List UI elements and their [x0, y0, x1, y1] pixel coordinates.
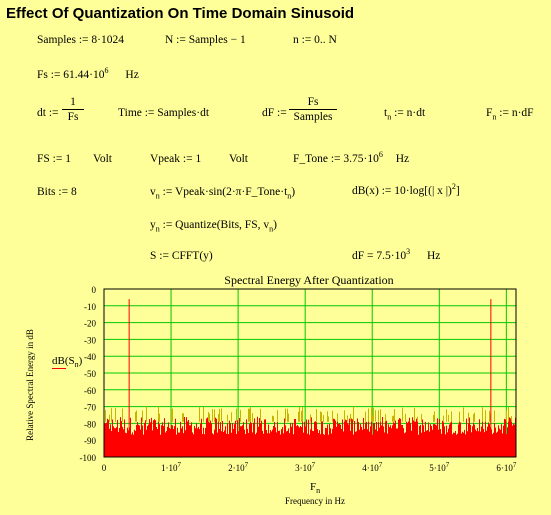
dt-numerator: 1 [70, 96, 76, 108]
y-tick-label: -10 [84, 302, 96, 312]
yn-close: ) [273, 219, 277, 231]
N-definition[interactable]: N := Samples − 1 [165, 34, 246, 46]
y-axis-label: Relative Spectral Energy in dB [25, 329, 35, 441]
S-definition[interactable]: S := CFFT(y) [150, 250, 213, 262]
chart-title: Spectral Energy After Quantization [224, 273, 393, 287]
yn-var: y [150, 219, 156, 231]
x-tick-label: 0 [102, 463, 107, 473]
ftone-unit: Hz [395, 152, 410, 165]
x-axis-label: Frequency in Hz [285, 496, 345, 506]
Fn-var: F [486, 107, 493, 119]
spectral-energy-chart[interactable]: Spectral Energy After Quantization 0 -10 -… [0, 268, 551, 510]
noise-spurs [105, 406, 512, 422]
y-tick-label: 0 [92, 285, 97, 295]
x-tick-label: 4·107 [362, 461, 383, 473]
dt-denominator: Fs [67, 111, 79, 123]
FS-unit: Volt [93, 153, 112, 165]
plot-frame [103, 288, 517, 458]
ftone-expression: F_Tone := 3.75·10 [293, 152, 379, 165]
vn-close: ) [291, 186, 296, 198]
page-title: Effect Of Quantization On Time Domain Si… [6, 5, 355, 22]
yn-rhs: := Quantize(Bits, FS, v [162, 219, 270, 231]
y-tick-label: -100 [80, 453, 97, 463]
y-tick-label: -70 [84, 403, 96, 413]
ftone-definition[interactable]: F_Tone := 3.75·106 Hz [293, 150, 409, 165]
y-tick-label: -60 [84, 386, 96, 396]
x-axis-var-subscript: n [316, 486, 320, 495]
y-tick-label: -40 [84, 352, 96, 362]
tn-subscript: n [387, 112, 392, 122]
y-tick-label: -90 [84, 436, 96, 446]
dF-lhs: dF := [262, 107, 287, 119]
bits-definition[interactable]: Bits := 8 [37, 186, 77, 198]
x-tick-label: 1·107 [161, 461, 182, 473]
dt-lhs: dt := [37, 107, 59, 119]
dF-numerator: Fs [307, 96, 319, 108]
fs-definition[interactable]: Fs := 61.44·106 Hz [37, 66, 139, 81]
Fn-subscript: n [492, 112, 497, 122]
x-tick-label: 2·107 [228, 461, 249, 473]
dF-denominator: Samples [293, 111, 333, 123]
n-range-definition[interactable]: n := 0.. N [293, 34, 337, 46]
vn-definition[interactable]: vn := Vpeak·sin(2·π·F_Tone·tn) [150, 186, 295, 200]
tn-definition[interactable]: tn := n·dt [384, 107, 425, 121]
dB-exponent: 2 [451, 182, 456, 191]
dF-result-exponent: 3 [406, 247, 411, 256]
y-tick-label: -50 [84, 369, 96, 379]
tn-rhs: := n·dt [394, 107, 426, 119]
dt-fraction[interactable]: 1 Fs [62, 96, 84, 123]
yn-definition[interactable]: yn := Quantize(Bits, FS, vn) [150, 219, 277, 233]
time-definition[interactable]: Time := Samples·dt [118, 107, 210, 119]
dB-definition[interactable]: dB(x) := 10·log[(| x |)2] [352, 182, 460, 197]
ftone-exponent: 6 [378, 150, 383, 159]
legend-line [52, 368, 66, 369]
dF-result-unit: Hz [426, 249, 441, 262]
x-axis-var-name: F [310, 481, 316, 493]
y-tick-label: -80 [84, 419, 96, 429]
dB-expression: dB(x) := 10·log[(| x |) [352, 184, 452, 197]
y-tick-labels: 0 -10 -20 -30 -40 -50 -60 -70 -80 -90 -100 [80, 285, 97, 463]
dF-result-value: dF = 7.5·10 [352, 249, 407, 262]
x-tick-label: 6·107 [496, 461, 517, 473]
yn-subscript: n [155, 224, 160, 234]
samples-definition[interactable]: Samples := 8·1024 [37, 34, 124, 46]
x-tick-label: 5·107 [429, 461, 450, 473]
signal-peaks [128, 299, 492, 457]
vn-rhs: := Vpeak·sin(2·π·F_Tone·t [162, 186, 288, 198]
fs-unit: Hz [125, 68, 139, 81]
dF-result[interactable]: dF = 7.5·103 Hz [352, 247, 440, 262]
y-tick-label: -20 [84, 319, 96, 329]
vpeak-unit: Volt [229, 153, 248, 165]
x-tick-labels: 0 1·107 2·107 3·107 4·107 5·107 6·107 [102, 461, 517, 473]
vn-tn-subscript: n [287, 191, 292, 201]
fs-exponent: 6 [104, 66, 109, 75]
legend-label: dB(Sn) [52, 355, 83, 369]
dF-fraction[interactable]: Fs Samples [289, 96, 337, 123]
chart-svg: Spectral Energy After Quantization 0 -10 -… [25, 273, 517, 506]
dB-close: ] [455, 184, 460, 197]
noise-floor-trace [104, 416, 516, 457]
Fn-definition[interactable]: Fn := n·dF [486, 107, 534, 121]
vn-var: v [150, 186, 156, 198]
x-axis-variable: Fn [310, 481, 320, 495]
vpeak-definition[interactable]: Vpeak := 1 [150, 153, 202, 165]
Fn-rhs: := n·dF [499, 107, 534, 119]
FS-definition[interactable]: FS := 1 [37, 153, 71, 165]
legend-subscript: n [75, 360, 79, 369]
legend-close: ) [79, 355, 83, 367]
x-tick-label: 3·107 [295, 461, 316, 473]
y-tick-label: -30 [84, 335, 96, 345]
vn-subscript: n [155, 191, 160, 201]
fs-expression: Fs := 61.44·10 [37, 68, 105, 81]
legend-text: dB(S [52, 355, 75, 367]
tn-var: t [384, 107, 388, 119]
yn-vn-subscript: n [269, 224, 274, 234]
